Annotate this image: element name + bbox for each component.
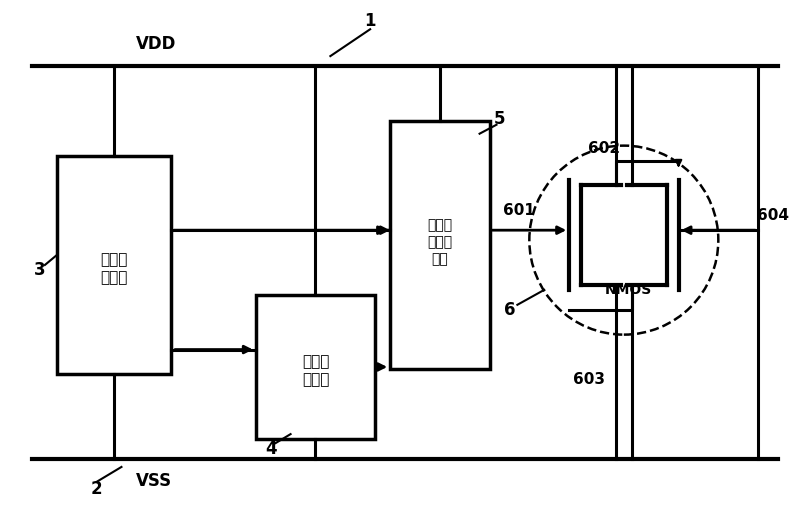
Text: NMOS: NMOS	[605, 283, 653, 297]
Text: 延迟产: 延迟产	[100, 252, 128, 268]
Text: 衬底触: 衬底触	[302, 355, 329, 369]
Text: 601: 601	[503, 203, 535, 218]
FancyBboxPatch shape	[256, 295, 375, 439]
Text: 6: 6	[504, 301, 515, 319]
Text: VSS: VSS	[136, 472, 173, 490]
Text: 602: 602	[588, 141, 620, 156]
Text: 3: 3	[34, 261, 46, 279]
Text: 2: 2	[90, 480, 102, 498]
Text: 603: 603	[573, 372, 605, 387]
Text: 生单元: 生单元	[100, 270, 128, 286]
Text: 4: 4	[265, 440, 277, 458]
Text: 单元: 单元	[431, 252, 448, 266]
FancyBboxPatch shape	[57, 156, 171, 374]
Text: 低压栅: 低压栅	[427, 218, 452, 232]
Text: VDD: VDD	[136, 35, 177, 53]
Text: 极触发: 极触发	[427, 235, 452, 249]
Text: 1: 1	[365, 12, 376, 30]
Text: 发单元: 发单元	[302, 373, 329, 387]
Text: 5: 5	[494, 110, 506, 128]
Text: 604: 604	[757, 208, 789, 223]
FancyBboxPatch shape	[390, 121, 490, 369]
